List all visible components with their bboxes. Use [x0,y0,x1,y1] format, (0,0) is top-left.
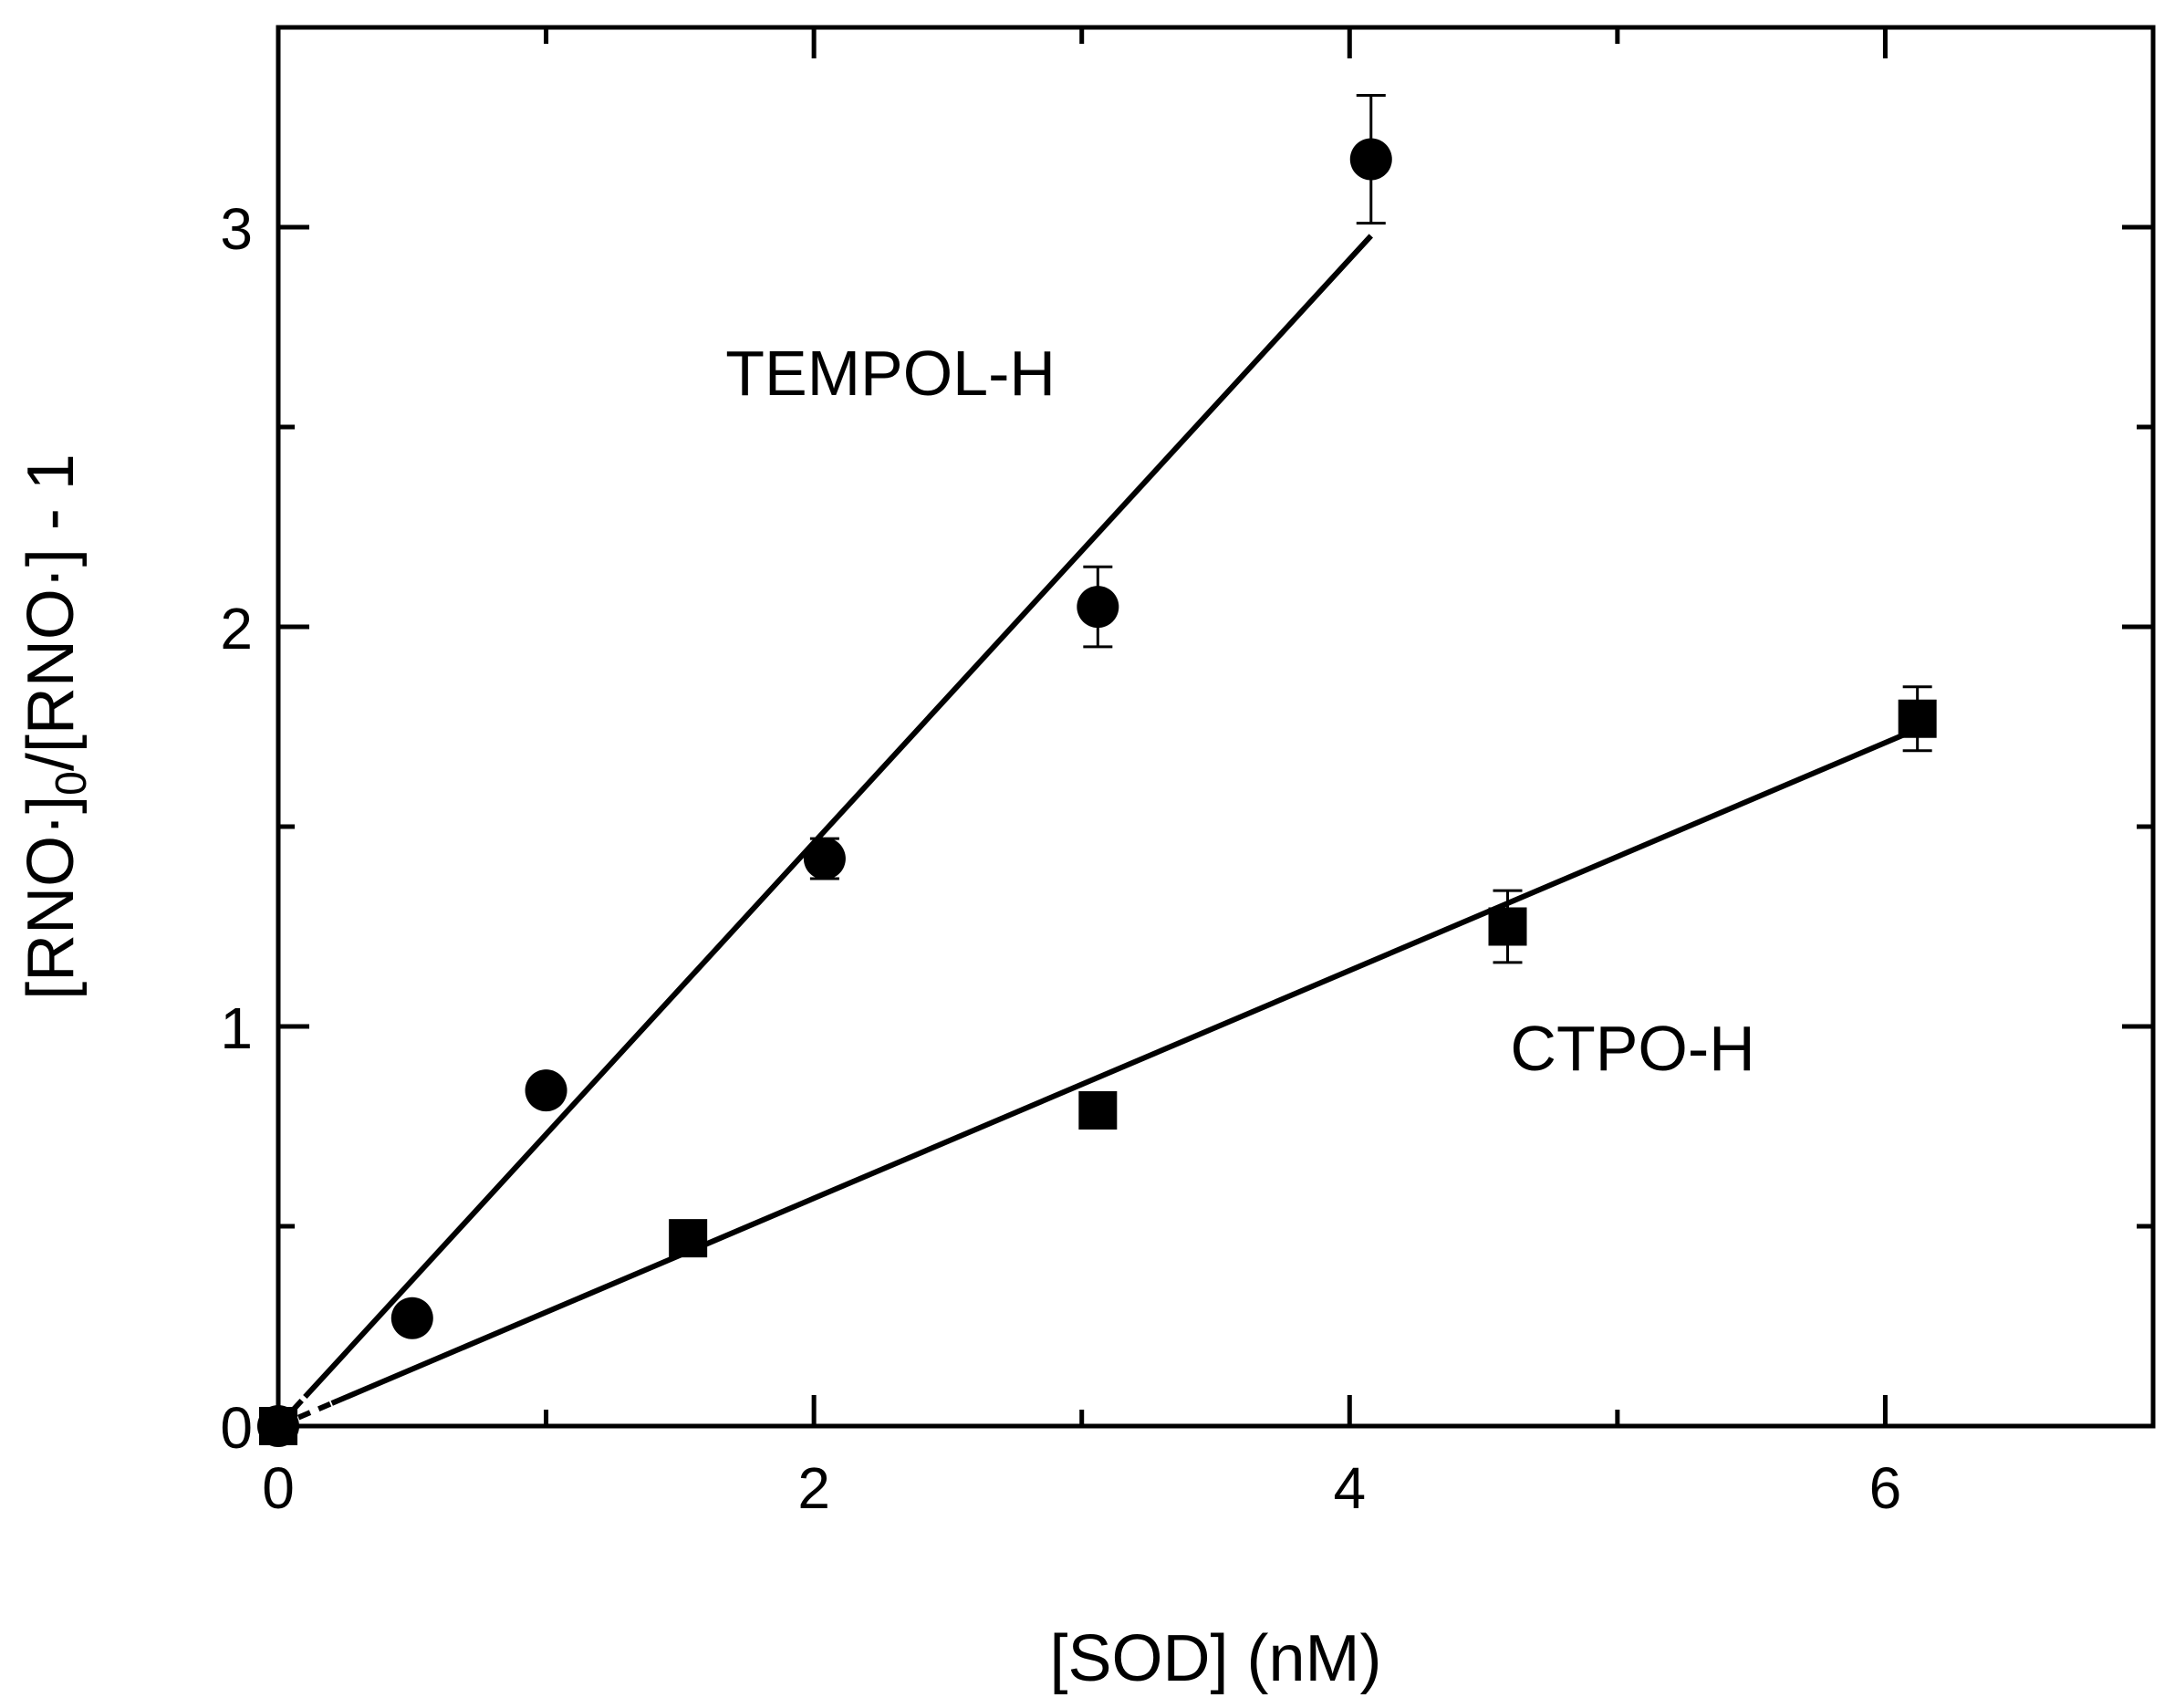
series-tempol-h [257,93,1392,1447]
data-point [669,1219,708,1258]
fit-line [303,234,1373,1400]
y-tick-label: 2 [220,596,253,661]
data-point [1488,907,1527,946]
data-point [803,838,846,880]
y-axis-title-main: [RNO·] [15,796,88,1000]
series-ctpo-h [259,685,1937,1445]
axes: 0 2 4 6 0 1 2 3 [220,25,2156,1521]
data-point [259,1407,297,1445]
x-tick-label: 2 [797,1455,830,1521]
data-point [525,1069,567,1112]
y-tick-label: 0 [220,1395,253,1461]
plot-frame [276,25,2156,1429]
y-tick-label: 1 [220,995,253,1061]
x-tick-label: 6 [1869,1455,1902,1521]
data-point [1078,1090,1118,1130]
labels: [SOD] (nM) [RNO·]0/[RNO·] - 1 [15,453,1382,1695]
y-tick-label: 3 [220,196,253,262]
y-axis-title-subscript: 0 [47,771,96,796]
data-point [1898,699,1937,738]
data-point [390,1297,433,1339]
series-label: CTPO-H [1510,1013,1754,1084]
plot-area: TEMPOL-H CTPO-H [257,93,1937,1447]
data-point [1077,586,1119,629]
x-tick-label: 0 [262,1455,295,1521]
fit-line [330,726,1919,1406]
x-axis-title: [SOD] (nM) [1049,1622,1381,1695]
x-tick-label: 4 [1333,1455,1366,1521]
series-label: TEMPOL-H [725,338,1056,409]
data-point [1349,138,1392,181]
y-axis-title-rest: /[RNO·] - 1 [15,453,88,771]
y-axis-title: [RNO·]0/[RNO·] - 1 [15,453,96,1000]
